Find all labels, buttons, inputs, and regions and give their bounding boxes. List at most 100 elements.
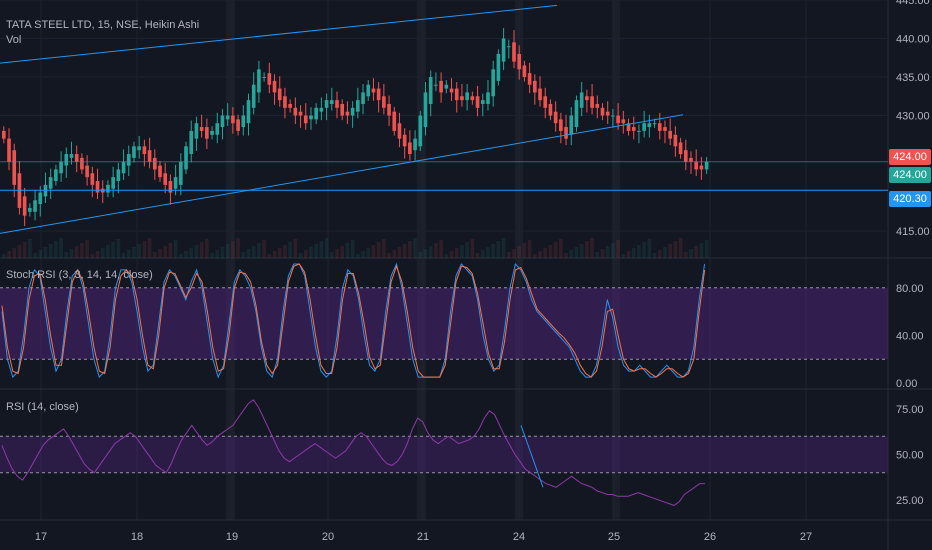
volume-bar-16	[85, 240, 89, 258]
rsi-line	[1, 399, 705, 506]
candle-body-98	[512, 42, 516, 62]
volume-bar-92	[480, 250, 485, 258]
candle-body-79	[413, 138, 417, 151]
candle-body-80	[418, 115, 423, 147]
volume-bar-31	[163, 246, 168, 258]
volume-bar-124	[647, 239, 652, 258]
volume-bar-101	[527, 240, 532, 258]
volume-bar-64	[335, 249, 339, 258]
candle-body-42	[220, 115, 225, 128]
rsi-title: RSI (14, close)	[6, 401, 79, 413]
volume-bar-25	[132, 247, 136, 258]
volume-bar-117	[611, 243, 615, 258]
candle-body-49	[257, 69, 261, 93]
volume-bar-97	[506, 252, 511, 258]
candle-body-126	[657, 123, 662, 131]
candle-body-1	[7, 138, 11, 162]
volume-bar-51	[267, 254, 272, 258]
volume-bar-30	[158, 249, 162, 258]
volume-bar-77	[402, 244, 407, 258]
candle-body-76	[397, 123, 402, 139]
volume-bar-105	[548, 245, 553, 258]
volume-bar-44	[231, 241, 235, 258]
volume-bar-86	[449, 251, 454, 258]
volume-bar-110	[574, 247, 579, 258]
volume-bar-38	[199, 242, 204, 258]
trend-channel-line-1	[0, 114, 684, 234]
candle-body-17	[90, 173, 95, 185]
candle-body-118	[616, 115, 620, 124]
candle-body-38	[199, 127, 204, 131]
volume-bar-99	[517, 246, 522, 258]
candle-body-57	[298, 111, 303, 116]
candle-body-40	[210, 130, 214, 135]
candle-body-96	[501, 38, 506, 62]
candle-body-113	[590, 96, 594, 108]
candle-body-28	[147, 150, 152, 162]
rsi-band	[0, 436, 888, 473]
time-tick-3: 20	[322, 531, 334, 543]
last-price-tag: 424.00	[889, 149, 931, 165]
volume-bar-6	[33, 253, 37, 258]
volume-bar-116	[605, 246, 610, 258]
volume-bar-95	[496, 241, 501, 258]
candle-body-9	[48, 177, 53, 189]
volume-bar-56	[293, 239, 298, 258]
stoch-tick-0: 80.00	[896, 283, 924, 295]
candle-body-65	[340, 103, 345, 116]
candle-body-61	[319, 107, 324, 112]
candle-body-15	[80, 157, 84, 170]
candle-body-5	[28, 207, 32, 212]
volume-bar-83	[434, 243, 438, 258]
volume-bar-58	[303, 250, 308, 258]
candle-body-119	[621, 119, 626, 124]
candle-body-75	[392, 111, 397, 131]
candle-body-23	[121, 161, 126, 174]
volume-bar-85	[444, 254, 449, 258]
candle-body-94	[491, 69, 495, 97]
rsi-drawn-trendline	[520, 425, 544, 488]
volume-bar-53	[277, 248, 282, 258]
price-tick-4: 415.00	[896, 226, 930, 238]
candle-body-86	[449, 88, 454, 93]
volume-bar-40	[210, 253, 214, 258]
close-price-tag: 424.00	[889, 167, 931, 183]
volume-bar-20	[106, 245, 110, 258]
candle-body-130	[678, 142, 683, 155]
volume-bar-72	[376, 242, 381, 258]
stoch-rsi-title: Stoch RSI (3, 3, 14, 14, close)	[6, 269, 153, 281]
volume-bar-22	[116, 239, 121, 258]
candle-body-101	[527, 73, 532, 85]
volume-bar-36	[189, 248, 194, 258]
candle-body-85	[444, 84, 449, 89]
volume-bar-128	[668, 244, 672, 258]
volume-bar-23	[121, 253, 126, 258]
candle-body-32	[168, 180, 173, 193]
volume-bar-27	[142, 241, 147, 258]
volume-bar-13	[69, 249, 74, 258]
volume-bar-12	[64, 252, 69, 258]
session-highlight-1	[417, 0, 426, 520]
volume-bar-90	[470, 239, 475, 258]
candle-body-135	[704, 161, 709, 170]
volume-bar-107	[559, 239, 563, 258]
candle-body-74	[387, 103, 391, 116]
time-tick-7: 26	[704, 531, 716, 543]
volume-bar-32	[168, 243, 173, 258]
candle-body-132	[689, 157, 693, 162]
time-tick-2: 19	[226, 531, 238, 543]
candle-body-93	[486, 92, 490, 104]
candle-body-18	[95, 180, 100, 193]
volume-bar-118	[616, 240, 620, 258]
candle-body-52	[272, 80, 277, 93]
price-tick-1: 440.00	[896, 34, 930, 46]
volume-bar-102	[533, 254, 537, 258]
volume-bar-115	[600, 249, 605, 258]
level-price-tag: 420.30	[889, 191, 931, 207]
candle-body-48	[251, 84, 256, 108]
volume-bar-0	[2, 254, 6, 258]
volume-bar-21	[111, 242, 115, 258]
candle-body-111	[579, 92, 584, 108]
candle-body-84	[439, 80, 443, 93]
